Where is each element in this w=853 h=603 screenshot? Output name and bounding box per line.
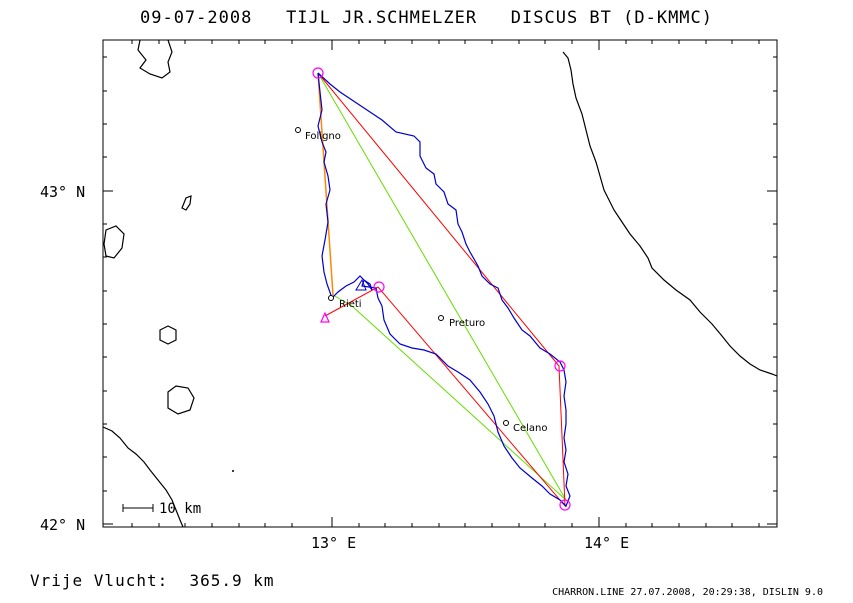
town-label-celano: Celano bbox=[513, 423, 548, 434]
left-ticks bbox=[103, 56, 113, 525]
bottom-ticks bbox=[131, 517, 760, 527]
celano-dot bbox=[503, 420, 509, 426]
lat-label-42: 42° N bbox=[40, 516, 86, 534]
start-triangle-icon bbox=[320, 311, 330, 323]
scale-bar-label: 10 km bbox=[159, 501, 201, 517]
lake-vico-outline bbox=[159, 325, 177, 345]
lake-bolsena-outline bbox=[103, 225, 125, 259]
scale-bar bbox=[122, 504, 154, 512]
rieti-dot bbox=[328, 295, 334, 301]
lat-label-43: 43° N bbox=[40, 183, 86, 201]
map-frame bbox=[102, 39, 778, 528]
lake-trasimeno-outline bbox=[137, 39, 173, 79]
route-green bbox=[317, 72, 567, 501]
adriatic-coastline bbox=[562, 51, 778, 377]
lon-label-14: 14° E bbox=[584, 534, 630, 552]
lon-label-13: 13° E bbox=[311, 534, 357, 552]
map-title: 09-07-2008 TIJL JR.SCHMELZER DISCUS BT (… bbox=[0, 8, 853, 28]
turnpoint-south-marker bbox=[559, 499, 571, 511]
turnpoints bbox=[312, 67, 571, 511]
right-ticks bbox=[767, 56, 777, 525]
preturo-dot bbox=[438, 315, 444, 321]
lake-bracciano-outline bbox=[167, 385, 195, 415]
title-pilot: TIJL JR.SCHMELZER bbox=[286, 8, 478, 28]
flight-distance: Vrije Vlucht: 365.9 km bbox=[30, 571, 275, 590]
top-ticks bbox=[131, 40, 760, 50]
town-label-preturo: Preturo bbox=[449, 318, 485, 329]
lake-piediluco-outline bbox=[181, 195, 192, 211]
credit-line: CHARRON.LINE 27.07.2008, 20:29:38, DISLI… bbox=[552, 587, 823, 598]
finish-triangle-icon bbox=[355, 278, 367, 291]
title-date: 09-07-2008 bbox=[139, 8, 253, 28]
town-markers bbox=[295, 127, 509, 426]
small-lake-dot bbox=[232, 470, 234, 472]
route-red bbox=[317, 72, 566, 508]
turnpoint-middle-marker bbox=[373, 281, 385, 293]
title-glider: DISCUS BT (D-KMMC) bbox=[510, 8, 714, 28]
foligno-dot bbox=[295, 127, 301, 133]
town-label-rieti: Rieti bbox=[339, 299, 362, 310]
turnpoint-north-marker bbox=[312, 67, 324, 79]
turnpoint-east-marker bbox=[554, 360, 566, 372]
town-label-foligno: Foligno bbox=[305, 131, 341, 142]
route-orange-leg bbox=[317, 72, 334, 296]
tyrrhenian-coastline bbox=[102, 426, 184, 528]
